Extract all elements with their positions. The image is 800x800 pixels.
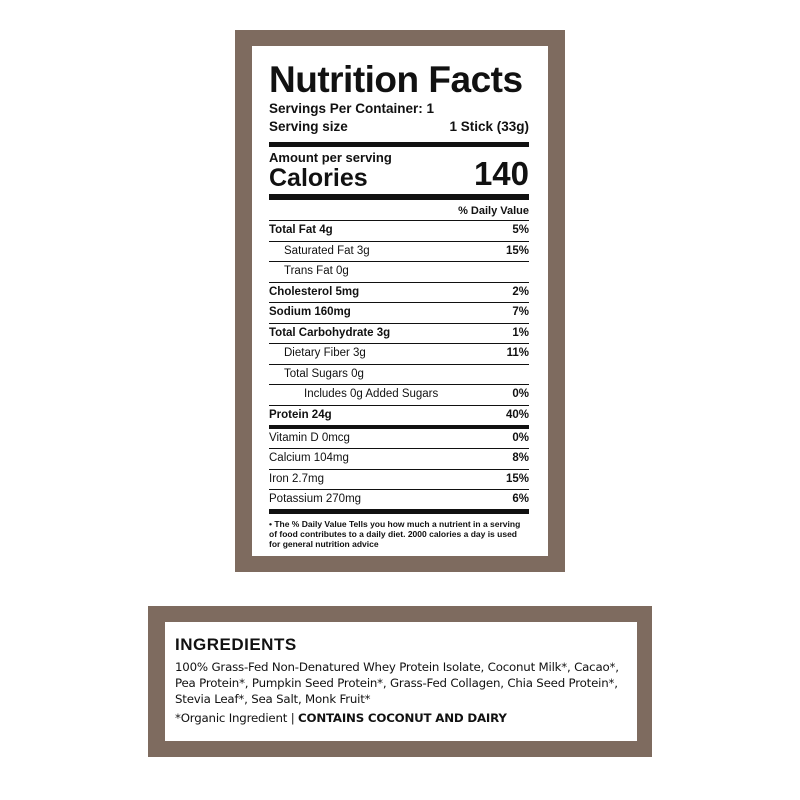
- calories-label: Calories: [269, 164, 368, 192]
- serving-size-value: 1 Stick (33g): [449, 119, 529, 134]
- organic-note-text: *Organic Ingredient |: [175, 711, 299, 725]
- nutrient-row: Dietary Fiber 3g 11%: [269, 344, 529, 365]
- ingredients-text: 100% Grass-Fed Non-Denatured Whey Protei…: [175, 660, 619, 706]
- nutrient-name: Includes 0g Added Sugars: [304, 388, 439, 400]
- nutrient-name: Saturated Fat 3g: [284, 244, 370, 257]
- nutrient-daily-value: 7%: [512, 306, 529, 318]
- daily-value-header: % Daily Value: [269, 204, 529, 221]
- nutrient-row: Total Fat 4g 5%: [269, 221, 529, 242]
- ingredients-panel: INGREDIENTS 100% Grass-Fed Non-Denatured…: [148, 606, 652, 757]
- allergen-statement: CONTAINS COCONUT AND DAIRY: [298, 711, 507, 725]
- nutrient-daily-value: 15%: [505, 472, 529, 485]
- nutrient-row: Calcium 104mg 8%: [269, 449, 529, 470]
- nutrient-row: Sodium 160mg 7%: [269, 303, 529, 324]
- nutrient-row: Saturated Fat 3g 15%: [269, 242, 529, 262]
- serving-size-label: Serving size: [269, 119, 348, 134]
- nutrient-daily-value: 0%: [512, 431, 529, 444]
- nutrient-daily-value: 2%: [512, 285, 529, 298]
- nutrient-daily-value: 1%: [512, 326, 529, 339]
- divider: [269, 142, 529, 147]
- nutrient-name: Dietary Fiber 3g: [284, 347, 366, 359]
- nutrient-name: Calcium 104mg: [269, 452, 349, 464]
- nutrient-row: Iron 2.7mg 15%: [269, 470, 529, 490]
- nutrient-name: Cholesterol 5mg: [269, 285, 360, 298]
- nutrient-row: Trans Fat 0g: [269, 262, 529, 283]
- nutrition-facts-panel: Nutrition Facts Servings Per Container: …: [235, 30, 565, 572]
- ingredients-box: INGREDIENTS 100% Grass-Fed Non-Denatured…: [165, 622, 637, 741]
- nutrient-daily-value: 40%: [505, 408, 529, 421]
- organic-note: *Organic Ingredient | CONTAINS COCONUT A…: [175, 710, 627, 726]
- nutrient-name: Protein 24g: [269, 408, 332, 421]
- nutrient-daily-value: 5%: [512, 224, 529, 236]
- nutrient-row: Includes 0g Added Sugars 0%: [269, 385, 529, 406]
- nutrient-row: Protein 24g 40%: [269, 406, 529, 429]
- ingredients-heading: INGREDIENTS: [175, 635, 297, 654]
- nutrient-name: Total Carbohydrate 3g: [269, 326, 391, 339]
- nutrient-row: Vitamin D 0mcg 0%: [269, 429, 529, 449]
- footnote: • The % Daily Value Tells you how much a…: [269, 519, 521, 549]
- calories-row: Calories 140: [269, 155, 529, 192]
- nutrient-daily-value: 6%: [512, 493, 529, 505]
- nutrition-label: Nutrition Facts Servings Per Container: …: [252, 46, 548, 556]
- nutrition-title: Nutrition Facts: [269, 59, 523, 100]
- nutrient-name: Total Fat 4g: [269, 224, 333, 236]
- nutrient-daily-value: 15%: [505, 244, 529, 257]
- nutrient-row: Total Carbohydrate 3g 1%: [269, 324, 529, 344]
- nutrient-row: Total Sugars 0g: [269, 365, 529, 385]
- nutrient-row: Cholesterol 5mg 2%: [269, 283, 529, 303]
- nutrient-daily-value: 8%: [512, 452, 529, 464]
- nutrient-name: Potassium 270mg: [269, 493, 362, 505]
- nutrient-daily-value: 0%: [512, 388, 529, 400]
- nutrient-name: Trans Fat 0g: [284, 265, 349, 277]
- nutrient-name: Sodium 160mg: [269, 306, 351, 318]
- nutrient-name: Iron 2.7mg: [269, 472, 324, 485]
- serving-size: Serving size 1 Stick (33g): [269, 118, 529, 136]
- amount-per-serving: Amount per serving: [269, 150, 392, 165]
- nutrient-name: Vitamin D 0mcg: [269, 431, 350, 444]
- nutrient-name: Total Sugars 0g: [284, 367, 364, 380]
- divider: [269, 194, 529, 200]
- nutrient-daily-value: 11%: [506, 347, 529, 359]
- servings-per-container: Servings Per Container: 1: [269, 100, 529, 118]
- nutrient-row: Potassium 270mg 6%: [269, 490, 529, 514]
- calories-value: 140: [473, 155, 529, 192]
- servings-text: Servings Per Container: 1: [269, 101, 435, 116]
